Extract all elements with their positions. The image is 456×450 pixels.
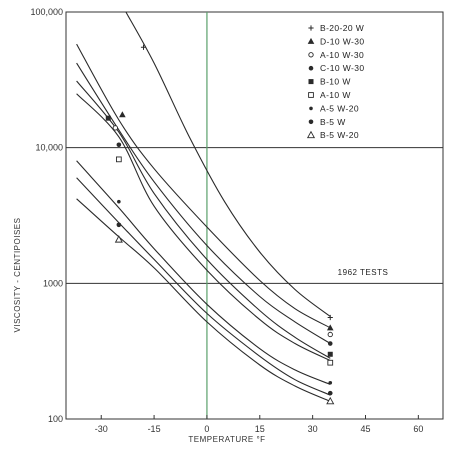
data-point-6-2 [327, 359, 334, 366]
x-tick-label-5: 45 [360, 424, 370, 434]
data-point-6-1 [116, 156, 122, 163]
plot-frame [65, 11, 444, 420]
y-axis-label: VISCOSITY - CENTIPOISES [13, 218, 22, 333]
legend: B-20-20 W D-10 W-30 A-10 W-30 C-10 W-30 B-10… [306, 23, 365, 140]
x-tick-label-0: -30 [95, 424, 108, 434]
legend-label-9: B-5 W-20 [320, 130, 359, 140]
y-tick-label-2: 10,000 [35, 143, 63, 153]
legend-label-6: A-10 W [320, 90, 351, 100]
legend-label-5: B-10 W [320, 77, 351, 87]
curve-layer [76, 11, 331, 402]
legend-label-4: C-10 W-30 [320, 63, 365, 73]
data-point-2-2 [326, 324, 334, 331]
legend-marker-4 [308, 65, 314, 71]
legend-marker-7 [309, 106, 313, 111]
legend-marker-2 [307, 37, 315, 44]
legend-label-7: A-5 W-20 [320, 103, 359, 113]
legend-marker-8 [308, 119, 314, 125]
y-tick-label-0: 100 [48, 414, 63, 424]
data-point-7-2 [328, 380, 333, 385]
data-point-5-1 [105, 115, 111, 121]
data-point-1-2 [327, 314, 333, 321]
legend-marker-6 [308, 92, 314, 98]
grid-layer [65, 11, 444, 420]
data-point-7-1 [117, 199, 121, 204]
legend-label-3: A-10 W-30 [320, 50, 364, 60]
data-point-2-1 [119, 111, 126, 118]
legend-marker-5 [308, 79, 314, 85]
data-point-8-1 [116, 222, 122, 228]
annotation-1962-tests: 1962 TESTS [338, 268, 389, 277]
legend-label-1: B-20-20 W [320, 23, 364, 33]
data-point-4-1 [116, 142, 122, 148]
viscosity-curve-6 [76, 160, 331, 385]
viscosity-curve-8 [76, 198, 331, 402]
x-tick-label-3: 15 [255, 424, 265, 434]
viscosity-curve-1 [125, 11, 331, 317]
y-tick-label-3: 100,000 [30, 7, 63, 17]
data-point-9-1 [114, 235, 123, 243]
data-marker-layer [105, 44, 335, 405]
data-point-3-1 [112, 125, 118, 131]
legend-label-2: D-10 W-30 [320, 36, 365, 46]
viscosity-curve-4 [76, 80, 331, 359]
data-point-4-2 [327, 341, 333, 346]
data-point-3-2 [327, 331, 333, 338]
x-tick-label-6: 60 [413, 424, 423, 434]
data-point-1-1 [140, 44, 147, 50]
y-tick-label-1: 1000 [43, 278, 63, 288]
x-tick-label-2: 0 [204, 424, 209, 434]
tick-label-layer: -30 -15 0 15 30 45 60 100 1000 10,000 100,000 [30, 7, 423, 434]
data-point-9-2 [326, 396, 335, 405]
legend-label-8: B-5 W [320, 117, 346, 127]
data-point-5-2 [327, 351, 333, 357]
x-axis-label: TEMPERATURE °F [188, 435, 265, 444]
x-tick-label-4: 30 [308, 424, 318, 434]
viscosity-curve-3 [76, 62, 331, 344]
legend-marker-3 [308, 52, 314, 58]
data-point-8-2 [327, 390, 333, 396]
viscosity-curve-5 [76, 93, 331, 361]
x-tick-label-1: -15 [148, 424, 161, 434]
legend-marker-9 [306, 130, 316, 139]
viscosity-curve-2 [76, 43, 331, 329]
legend-marker-1 [308, 25, 314, 31]
